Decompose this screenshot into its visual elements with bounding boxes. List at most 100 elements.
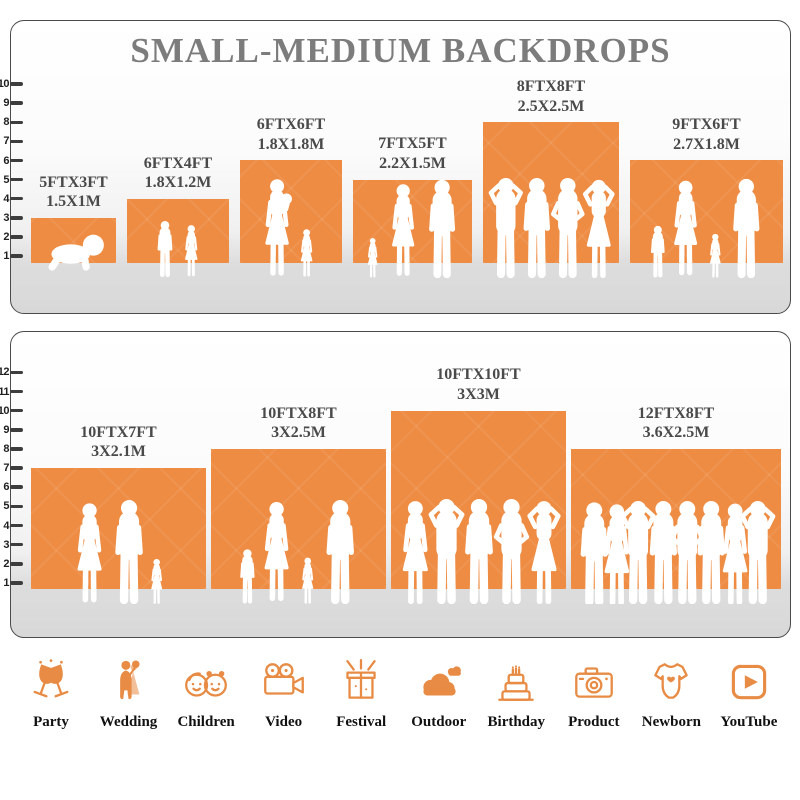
- category-children: Children: [171, 657, 241, 731]
- scale-tick: [10, 177, 23, 182]
- scale-mark-6: 6: [0, 481, 23, 493]
- scale-tick: [10, 389, 23, 394]
- category-label: YouTube: [720, 714, 778, 730]
- mother-and-girl-silhouettes: [257, 178, 325, 278]
- size-meters: 1.5X1M: [46, 193, 101, 211]
- outdoor-cloud-icon: [423, 666, 461, 696]
- backdrop-size-label: 6FTX6FT 1.8X1.8M: [257, 115, 325, 154]
- category-label: Video: [265, 714, 303, 730]
- scale-tick: [10, 581, 23, 585]
- backdrop-size-label: 6FTX4FT 1.8X1.2M: [144, 154, 212, 193]
- backdrop-group-6x4: 6FTX4FT 1.8X1.2M: [127, 154, 229, 263]
- backdrop-rect: [391, 410, 566, 590]
- scale-number: 12: [0, 366, 10, 379]
- size-meters: 1.8X1.2M: [144, 174, 212, 192]
- backdrop-group-7x5: 7FTX5FT 2.2X1.5M: [353, 134, 472, 263]
- backdrop-groups-row: 5FTX3FT 1.5X1M 6FTX4FT 1.8X1.2M 6FTX6FT: [31, 77, 784, 263]
- page-title: SMALL-MEDIUM BACKDROPS: [130, 31, 671, 70]
- backdrop-size-label: 10FTX10FT 3X3M: [436, 365, 520, 404]
- backdrop-rect: [31, 467, 206, 589]
- scale-mark-8: 8: [0, 116, 23, 128]
- scale-number: 5: [3, 500, 9, 513]
- backdrop-size-label: 5FTX3FT 1.5X1M: [39, 173, 107, 212]
- family-of-three-silhouettes: [68, 498, 169, 604]
- scale-number: 9: [3, 97, 9, 110]
- scale-number: 8: [3, 442, 9, 455]
- scale-number: 2: [3, 230, 9, 243]
- scale-number: 11: [0, 385, 10, 398]
- category-outdoor: Outdoor: [404, 657, 474, 731]
- scale-tick: [10, 139, 23, 144]
- category-newborn: Newborn: [636, 657, 706, 731]
- size-feet: 5FTX3FT: [39, 173, 108, 191]
- category-label: Product: [568, 714, 620, 730]
- backdrop-rect: [483, 122, 619, 263]
- scale-number: 3: [3, 538, 9, 551]
- scale-number: 7: [3, 135, 9, 148]
- scale-tick: [10, 196, 23, 201]
- category-row: Party Wedding: [0, 657, 800, 731]
- scale-mark-9: 9: [0, 424, 23, 436]
- size-feet: 6FTX4FT: [143, 154, 213, 172]
- scale-tick: [10, 504, 23, 509]
- size-meters: 3X2.5M: [271, 424, 326, 442]
- scale-tick: [10, 428, 23, 432]
- small-medium-backdrops-panel-bottom: 1 2 3 4 5 6 7 8 9 10 11 12 10FTX7FT 3X2.1M 10FTX8FT…: [0, 331, 791, 638]
- walking-family-silhouettes: [647, 177, 765, 278]
- wedding-couple-icon: [119, 660, 140, 700]
- party-glasses-icon: [33, 659, 69, 698]
- backdrop-size-label: 12FTX8FT 3.6X2.5M: [638, 404, 714, 443]
- category-birthday: Birthday: [481, 657, 551, 731]
- backdrop-rect: [240, 160, 342, 263]
- backdrop-groups-row: 10FTX7FT 3X2.1M 10FTX8FT 3X2.5M: [31, 365, 784, 589]
- scale-mark-10: 10: [0, 405, 23, 417]
- size-feet: 10FTX7FT: [80, 423, 157, 441]
- scale-tick: [10, 82, 23, 86]
- small-medium-backdrops-panel-top: SMALL-MEDIUM BACKDROPS 1 2 3 4 5 6 7 8 9 10 5FTX3…: [0, 20, 791, 314]
- scale-mark-1: 1: [0, 250, 23, 262]
- scale-mark-2: 2: [0, 231, 23, 243]
- scale-mark-3: 3: [0, 539, 23, 551]
- backdrop-rect: [127, 198, 229, 263]
- scale-tick: [10, 485, 23, 490]
- backdrop-group-9x6: 9FTX6FT 2.7X1.8M: [630, 115, 783, 263]
- scale-number: 4: [3, 519, 9, 532]
- scale-mark-2: 2: [0, 558, 23, 570]
- video-camera-icon: [263, 663, 304, 695]
- backdrop-size-label: 9FTX6FT 2.7X1.8M: [672, 115, 740, 154]
- category-product: Product: [559, 657, 629, 731]
- backdrop-group-10x8: 10FTX8FT 3X2.5M: [211, 404, 386, 589]
- size-meters: 1.8X1.8M: [257, 135, 325, 153]
- children-faces-icon: [185, 670, 228, 697]
- scale-mark-6: 6: [0, 155, 23, 167]
- size-feet: 10FTX8FT: [260, 404, 337, 422]
- backdrop-size-label: 8FTX8FT 2.5X2.5M: [517, 77, 585, 116]
- size-meters: 2.5X2.5M: [517, 97, 585, 115]
- size-feet: 7FTX5FT: [378, 135, 447, 153]
- scale-mark-8: 8: [0, 443, 23, 455]
- backdrop-size-label: 10FTX8FT 3X2.5M: [260, 404, 336, 443]
- size-feet: 8FTX8FT: [516, 78, 586, 96]
- category-label: Outdoor: [411, 714, 467, 730]
- scale-tick: [10, 408, 23, 413]
- category-label: Birthday: [487, 714, 546, 730]
- backdrop-rect: [31, 217, 116, 263]
- backdrop-group-10x7: 10FTX7FT 3X2.1M: [31, 423, 206, 589]
- scale-number: 9: [3, 423, 9, 436]
- large-group-silhouettes: [574, 499, 777, 604]
- festival-gift-icon: [346, 658, 376, 699]
- scale-mark-3: 3: [0, 212, 23, 224]
- category-video: Video: [249, 657, 319, 731]
- scale-tick: [10, 158, 23, 163]
- backdrop-rect: [571, 448, 781, 589]
- scale-mark-4: 4: [0, 193, 23, 205]
- scale-tick: [10, 447, 23, 451]
- scale-number: 1: [3, 577, 9, 589]
- scale-number: 10: [0, 404, 10, 417]
- scale-number: 10: [0, 78, 10, 91]
- backdrop-group-10x10: 10FTX10FT 3X3M: [391, 365, 566, 589]
- scale-mark-11: 11: [0, 386, 23, 398]
- backdrop-group-12x8: 12FTX8FT 3.6X2.5M: [571, 404, 781, 589]
- category-festival: Festival: [326, 657, 396, 731]
- scale-tick: [10, 120, 23, 125]
